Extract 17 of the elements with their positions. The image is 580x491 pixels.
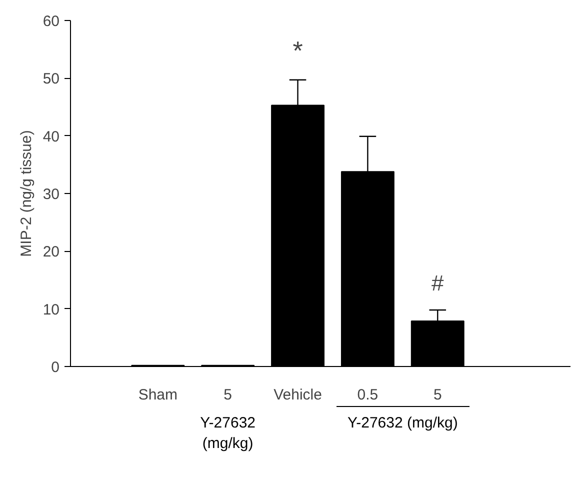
y-axis-title: MIP-2 (ng/g tissue) bbox=[18, 130, 35, 257]
data-label: * bbox=[292, 35, 303, 66]
y-tick-label: 40 bbox=[42, 128, 60, 146]
x-tick-label: Vehicle bbox=[274, 386, 322, 404]
x-tick-label: Sham bbox=[138, 386, 178, 404]
y-tick-label: 30 bbox=[42, 186, 60, 203]
text: Y-27632 (mg/kg) bbox=[348, 414, 458, 432]
x-tick-label: 5 bbox=[224, 386, 232, 404]
y-tick-label: 10 bbox=[42, 301, 60, 318]
x-tick-label: 0.5 bbox=[357, 386, 378, 404]
y-tick-label: 60 bbox=[42, 13, 60, 30]
y-tick-label: 0 bbox=[51, 359, 60, 376]
text: Y-27632 (mg/kg) bbox=[200, 414, 256, 452]
data-label: # bbox=[432, 270, 445, 296]
y-tick-label: 20 bbox=[42, 244, 60, 261]
x-tick-label: 5 bbox=[433, 386, 442, 404]
y-tick-label: 50 bbox=[42, 70, 60, 88]
